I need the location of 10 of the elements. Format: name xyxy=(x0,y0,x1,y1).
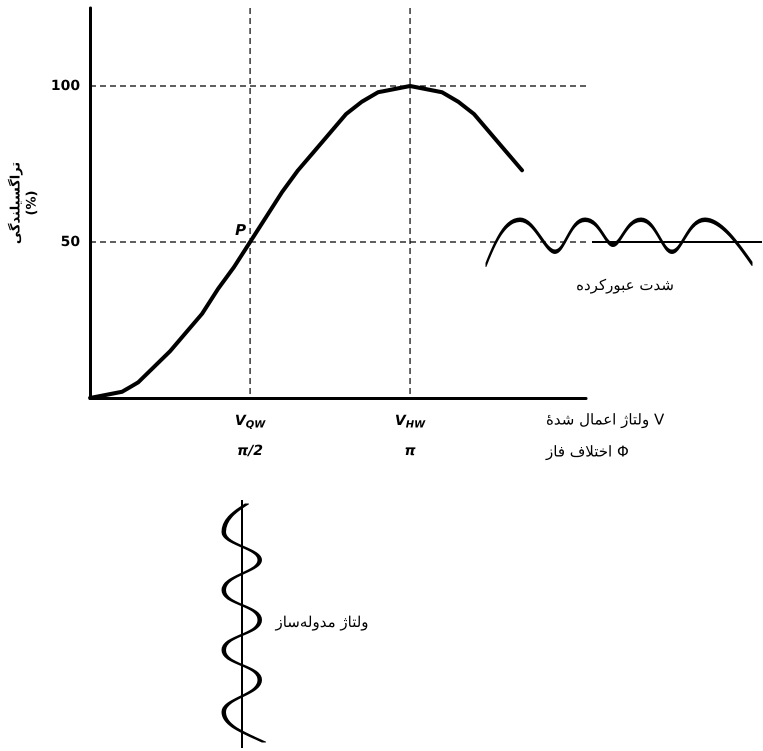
y-tick-label: 50 xyxy=(60,234,80,250)
annotation: شدت عبورکرده xyxy=(576,276,674,294)
x2-tick-label: π/2 xyxy=(237,443,264,459)
y-axis-title: تراگسیلندگی (%) xyxy=(8,162,40,244)
annotation: P xyxy=(235,221,246,239)
x2-axis-title: اختلاف فاز Φ xyxy=(545,442,629,460)
x-axis-title: ولتاژ اعمال شدهٔ V xyxy=(546,410,666,428)
y-tick-label: 100 xyxy=(50,78,80,94)
text: ولتاژ مدوله‌ساز xyxy=(274,613,369,631)
x2-tick-label: π xyxy=(404,443,417,459)
